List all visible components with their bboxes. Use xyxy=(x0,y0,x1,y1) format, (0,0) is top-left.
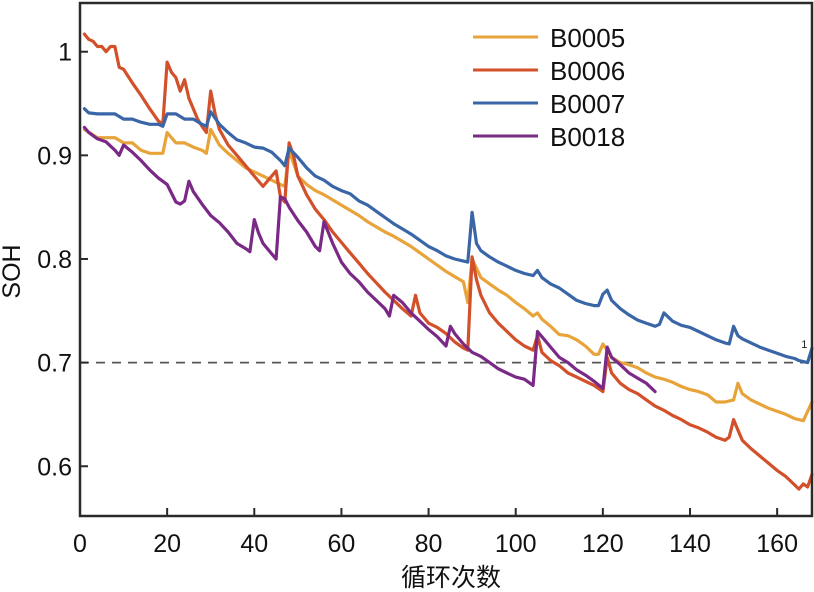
x-tick-label: 0 xyxy=(73,530,87,558)
legend-item-b0006: B0006 xyxy=(473,56,625,86)
x-axis-title: 循环次数 xyxy=(401,564,501,592)
x-tick-label: 100 xyxy=(495,530,537,558)
x-tick-label: 140 xyxy=(669,530,711,558)
x-axis: 0 20 40 60 80 100 120 140 160 xyxy=(73,508,798,558)
series-line-b0007 xyxy=(82,107,814,365)
legend-label: B0005 xyxy=(550,23,625,53)
x-tick-label: 120 xyxy=(582,530,624,558)
y-axis: 0.6 0.7 0.8 0.9 1 xyxy=(37,39,88,481)
y-tick-label: 0.6 xyxy=(37,453,72,481)
y-tick-label: 1 xyxy=(58,39,72,67)
legend-label: B0007 xyxy=(550,89,625,119)
series-line-b0018 xyxy=(82,125,657,394)
x-tick-label: 20 xyxy=(153,530,181,558)
y-tick-label: 0.7 xyxy=(37,350,72,378)
series-line-b0006 xyxy=(82,32,814,491)
y-tick-label: 0.8 xyxy=(37,246,72,274)
legend-item-b0018: B0018 xyxy=(473,122,625,152)
series-line-b0005 xyxy=(82,127,814,423)
plot-frame xyxy=(78,1,814,518)
legend-label: B0018 xyxy=(550,122,625,152)
y-axis-title: SOH xyxy=(0,244,26,298)
x-tick-label: 80 xyxy=(415,530,443,558)
x-tick-label: 160 xyxy=(756,530,798,558)
y-tick-label: 0.9 xyxy=(37,142,72,170)
legend-item-b0007: B0007 xyxy=(473,89,625,119)
legend-label: B0006 xyxy=(550,56,625,86)
x-tick-label: 40 xyxy=(240,530,268,558)
legend-item-b0005: B0005 xyxy=(473,23,625,53)
x-tick-label: 60 xyxy=(328,530,356,558)
annotation-label: 1 xyxy=(801,339,807,351)
series-layer xyxy=(82,32,814,491)
